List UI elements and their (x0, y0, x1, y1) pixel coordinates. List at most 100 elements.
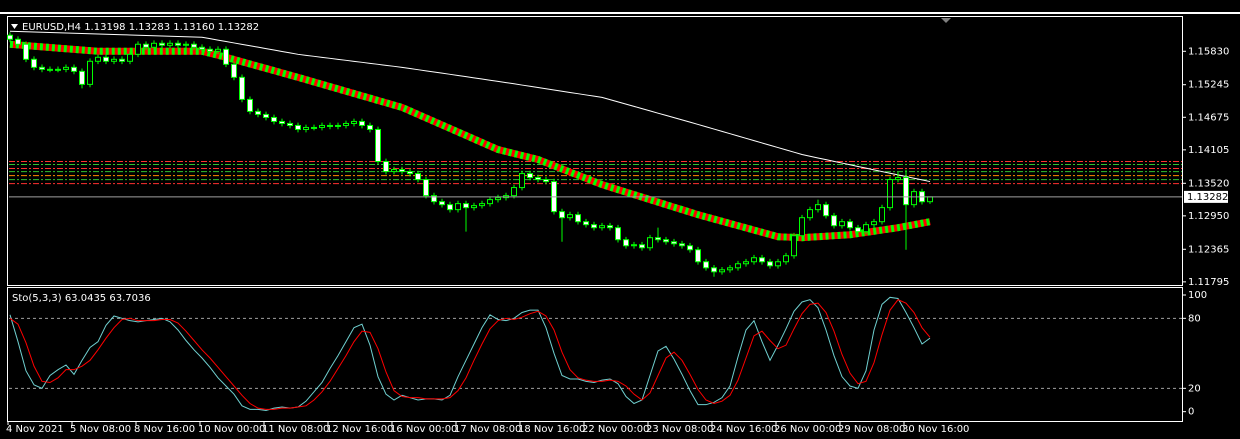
candle-body (87, 60, 93, 85)
y-tick-label: 20 (1188, 383, 1201, 394)
y-tick-label: 0 (1188, 407, 1194, 418)
indicator-line (9, 299, 931, 410)
candle-body (439, 201, 445, 206)
candle-body (615, 227, 621, 241)
candle-body (591, 224, 597, 229)
candle-body (471, 205, 477, 209)
x-tick-label: 30 Nov 16:00 (902, 424, 969, 435)
y-tick-label: 1.12950 (1188, 211, 1229, 222)
candle-body (695, 249, 701, 263)
candle-body (655, 237, 661, 241)
y-tick-label: 1.14105 (1188, 145, 1229, 156)
candle-body (55, 68, 61, 71)
panel-title: EURUSD,H4 1.13198 1.13283 1.13160 1.1328… (22, 22, 259, 33)
candle-body (607, 225, 613, 229)
candle-body (543, 179, 549, 183)
candle-body (311, 126, 317, 129)
candle-body (207, 48, 213, 52)
candle-body (199, 46, 205, 50)
candle-body (911, 191, 917, 206)
candle-body (151, 42, 157, 48)
y-tick-label: 1.14675 (1188, 112, 1229, 123)
candle-body (535, 177, 541, 181)
candle-body (711, 267, 717, 273)
x-tick-label: 8 Nov 16:00 (134, 424, 195, 435)
candle-body (175, 42, 181, 46)
candle-body (775, 261, 781, 267)
candle-body (367, 124, 373, 130)
x-tick-label: 5 Nov 08:00 (70, 424, 131, 435)
bid-label-box (1184, 190, 1228, 203)
candle-body (431, 195, 437, 203)
candle-body (815, 204, 821, 211)
main-panel-frame (7, 16, 1183, 286)
candle-body (7, 34, 13, 40)
x-tick-label: 24 Nov 16:00 (710, 424, 777, 435)
candle-body (719, 269, 725, 273)
candle-body (295, 124, 301, 130)
candle-body (511, 187, 517, 197)
candle-body (359, 120, 365, 126)
ribbon-stripes (9, 40, 931, 242)
candle-body (119, 58, 125, 62)
candle-body (223, 48, 229, 65)
candle-body (831, 215, 837, 227)
candle-body (263, 113, 269, 118)
candle-body (399, 169, 405, 173)
candle-body (487, 199, 493, 205)
candle-body (743, 261, 749, 265)
shift-marker (941, 18, 951, 23)
candle-body (495, 197, 501, 201)
candle-body (727, 267, 733, 271)
candle-body (103, 56, 109, 62)
candle-body (463, 203, 469, 209)
candle-body (271, 116, 277, 122)
candle-body (279, 120, 285, 124)
candle-body (231, 63, 237, 78)
candle-body (239, 76, 245, 100)
candle-body (455, 203, 461, 211)
candle-body (623, 239, 629, 247)
candle-body (847, 221, 853, 229)
candle-body (879, 207, 885, 223)
candle-body (143, 43, 149, 48)
candle-body (407, 171, 413, 175)
candle-body (303, 126, 309, 130)
bid-label: 1.13282 (1187, 192, 1228, 203)
candle-body (839, 221, 845, 227)
candle-body (343, 122, 349, 126)
candle-body (583, 221, 589, 226)
candle-body (767, 261, 773, 267)
y-tick-label: 1.13520 (1188, 178, 1229, 189)
menu-triangle (11, 24, 18, 29)
candle-body (319, 124, 325, 128)
candle-body (95, 56, 101, 62)
y-tick-label: 1.15245 (1188, 80, 1229, 91)
candle-body (871, 221, 877, 226)
candle-body (799, 217, 805, 237)
panel-title: Sto(5,3,3) 63.0435 63.7036 (12, 293, 151, 304)
y-tick-label: 1.11795 (1188, 277, 1229, 288)
x-tick-label: 12 Nov 16:00 (326, 424, 393, 435)
candle-body (575, 214, 581, 223)
candle-body (351, 120, 357, 124)
candle-body (647, 237, 653, 249)
x-tick-label: 17 Nov 08:00 (454, 424, 521, 435)
candle-body (215, 48, 221, 52)
candle-body (863, 224, 869, 233)
candle-body (183, 43, 189, 46)
candle-body (783, 255, 789, 263)
candle-body (391, 169, 397, 173)
candle-body (631, 244, 637, 247)
candle-body (327, 124, 333, 127)
candle-body (735, 263, 741, 269)
candle-body (47, 68, 53, 71)
candle-body (127, 53, 133, 62)
candle-body (71, 66, 77, 72)
candle-body (903, 177, 909, 206)
candle-body (335, 124, 341, 127)
candle-body (807, 209, 813, 219)
candle-body (63, 66, 69, 70)
